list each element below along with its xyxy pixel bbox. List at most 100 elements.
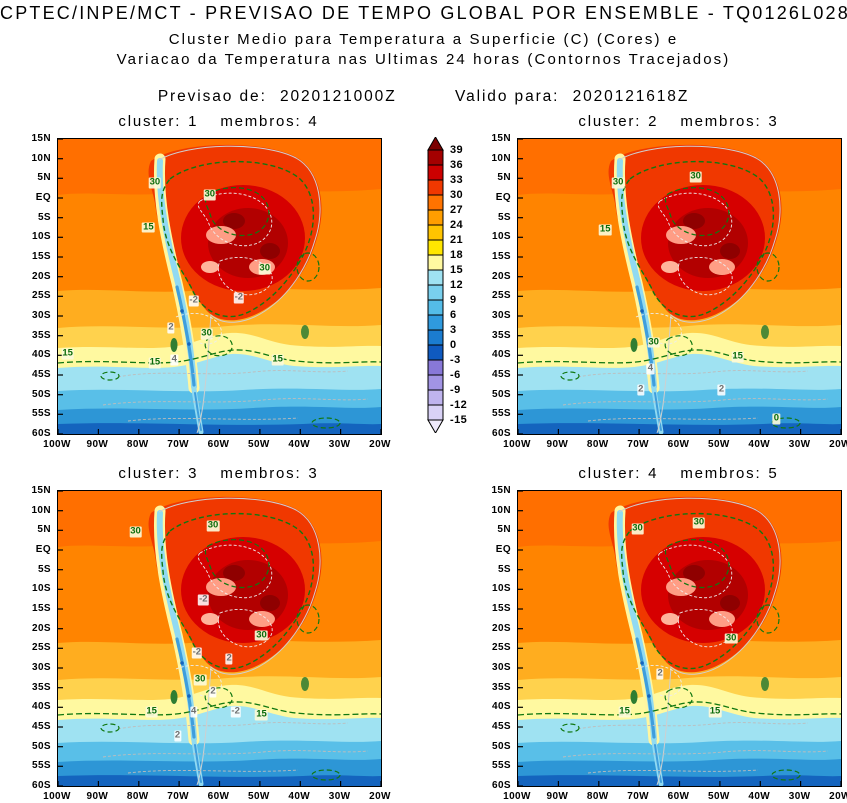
membros-value: 3 bbox=[308, 465, 319, 482]
lat-label: 15N bbox=[491, 133, 511, 144]
lat-label: 25S bbox=[32, 290, 51, 302]
map-artwork bbox=[518, 491, 841, 786]
lat-label: 40S bbox=[492, 349, 511, 361]
contour-label: 2 bbox=[225, 652, 233, 665]
lat-label: 25S bbox=[492, 642, 511, 654]
lon-label: 30W bbox=[788, 791, 811, 802]
cluster-label: cluster: bbox=[118, 465, 182, 482]
lat-label: 55S bbox=[492, 760, 511, 772]
lon-label: 80W bbox=[126, 791, 149, 802]
lat-label: 10N bbox=[31, 152, 51, 164]
panel-title: cluster: 1 membros: 4 bbox=[57, 113, 380, 130]
lon-axis: 100W 90W 80W 70W 60W 50W 40W 30W 20W bbox=[503, 789, 847, 803]
contour-label: 30 bbox=[647, 336, 660, 349]
colorbar-scale bbox=[427, 137, 444, 433]
lat-label: 25S bbox=[32, 642, 51, 654]
contour-label: 4 bbox=[170, 353, 178, 366]
lat-axis: 15N 10N 5N EQ 5S 10S 15S 20S 25S 30S 35S 40S 45S 50S 5… bbox=[460, 133, 513, 439]
cluster-label: cluster: bbox=[578, 465, 642, 482]
membros-label: membros: bbox=[220, 465, 302, 482]
colorbar-label: -9 bbox=[450, 384, 461, 396]
membros-label: membros: bbox=[680, 465, 762, 482]
forecast-label: Previsao de: bbox=[157, 88, 267, 105]
contour-label: 2 bbox=[637, 383, 645, 396]
colorbar-label: 12 bbox=[450, 279, 464, 291]
lon-label: 100W bbox=[43, 439, 71, 450]
lat-label: 45S bbox=[492, 721, 511, 732]
map-artwork bbox=[58, 491, 381, 786]
membros-value: 5 bbox=[768, 465, 779, 482]
subtitle-line-2: Variacao da Temperatura nas Ultimas 24 h… bbox=[116, 51, 731, 68]
lon-label: 100W bbox=[503, 791, 531, 802]
lon-label: 40W bbox=[748, 791, 771, 802]
lat-label: 10S bbox=[492, 231, 511, 243]
colorbar-label: 9 bbox=[450, 294, 457, 306]
lon-label: 90W bbox=[546, 439, 569, 450]
colorbar-label: 30 bbox=[450, 189, 464, 201]
lat-label: 40S bbox=[32, 349, 51, 361]
lon-label: 20W bbox=[369, 791, 391, 802]
lon-label: 20W bbox=[369, 439, 391, 450]
contour-label: 15 bbox=[142, 221, 155, 233]
lat-label: 45S bbox=[492, 369, 511, 380]
lat-label: 50S bbox=[32, 740, 51, 752]
lat-label: 60S bbox=[32, 428, 51, 439]
forecast-line: Previsao de: 2020121000Z Valido para: 20… bbox=[0, 88, 847, 106]
lat-label: 60S bbox=[492, 780, 511, 791]
lat-label: 20S bbox=[32, 270, 51, 282]
lat-label: 20S bbox=[492, 622, 511, 634]
lat-label: 60S bbox=[32, 780, 51, 791]
panel-cluster-1: cluster: 1 membros: 4 15N 10N 5N EQ 5S 10S 15S 20S… bbox=[0, 113, 400, 465]
lon-label: 50W bbox=[247, 791, 270, 802]
lat-label: 35S bbox=[32, 329, 51, 341]
lon-label: 70W bbox=[167, 791, 190, 802]
lon-label: 80W bbox=[586, 439, 609, 450]
cluster-value: 3 bbox=[188, 465, 199, 482]
lat-label: 35S bbox=[492, 681, 511, 693]
panel-cluster-3: cluster: 3 membros: 3 15N 10N 5N EQ 5S 10S 15S 20S… bbox=[0, 465, 400, 803]
contour-label: 30 bbox=[206, 519, 220, 532]
membros-label: membros: bbox=[220, 113, 302, 130]
subtitle-line-1: Cluster Medio para Temperatura a Superfi… bbox=[168, 31, 679, 48]
contour-label: -2 bbox=[198, 593, 209, 606]
contour-label: 30 bbox=[724, 632, 738, 644]
lat-label: 5N bbox=[497, 524, 511, 536]
contour-label: 30 bbox=[631, 522, 644, 535]
contour-label: 30 bbox=[258, 262, 272, 275]
lon-axis: 100W 90W 80W 70W 60W 50W 40W 30W 20W bbox=[43, 437, 390, 451]
colorbar-label: 33 bbox=[450, 174, 464, 186]
contour-label: 15 bbox=[618, 705, 631, 718]
lat-label: 55S bbox=[32, 760, 51, 772]
lat-label: 15S bbox=[492, 603, 511, 614]
forecast-value: 2020121000Z bbox=[280, 88, 397, 105]
lat-label: 40S bbox=[32, 701, 51, 713]
lat-label: 15N bbox=[491, 485, 511, 496]
contour-label: 15 bbox=[708, 705, 722, 718]
lat-label: 10S bbox=[32, 583, 51, 595]
lat-label: 15S bbox=[492, 251, 511, 262]
lat-axis: 15N 10N 5N EQ 5S 10S 15S 20S 25S 30S 35S 40S 45S 50S 5… bbox=[0, 485, 53, 791]
cluster-value: 1 bbox=[188, 113, 199, 130]
colorbar-label: 0 bbox=[450, 339, 457, 351]
lon-label: 60W bbox=[207, 791, 230, 802]
lon-label: 60W bbox=[207, 439, 230, 450]
contour-label: 30 bbox=[193, 673, 207, 686]
lat-label: 30S bbox=[32, 310, 51, 321]
lat-label: 10N bbox=[491, 152, 511, 164]
contour-label: 2 bbox=[167, 321, 175, 334]
map-cluster-4: 30 30 30 2 15 15 bbox=[517, 490, 842, 787]
panel-cluster-2: cluster: 2 membros: 3 15N 10N 5N EQ 5S 10S 15S 20S… bbox=[460, 113, 847, 465]
lat-label: 55S bbox=[32, 408, 51, 420]
contour-label: 0 bbox=[772, 412, 781, 425]
lat-label: 15N bbox=[31, 133, 51, 144]
lat-label: 35S bbox=[32, 681, 51, 693]
lon-label: 60W bbox=[667, 439, 690, 450]
contour-label: 4 bbox=[190, 705, 198, 718]
map-cluster-2: 30 30 15 30 15 4 2 2 0 bbox=[517, 138, 842, 435]
lat-label: EQ bbox=[35, 544, 51, 555]
colorbar-label: 24 bbox=[450, 219, 464, 231]
panel-title: cluster: 3 membros: 3 bbox=[57, 465, 380, 482]
contour-label: -2 bbox=[191, 646, 203, 659]
map-artwork bbox=[58, 139, 381, 434]
lat-label: 5S bbox=[37, 563, 51, 575]
